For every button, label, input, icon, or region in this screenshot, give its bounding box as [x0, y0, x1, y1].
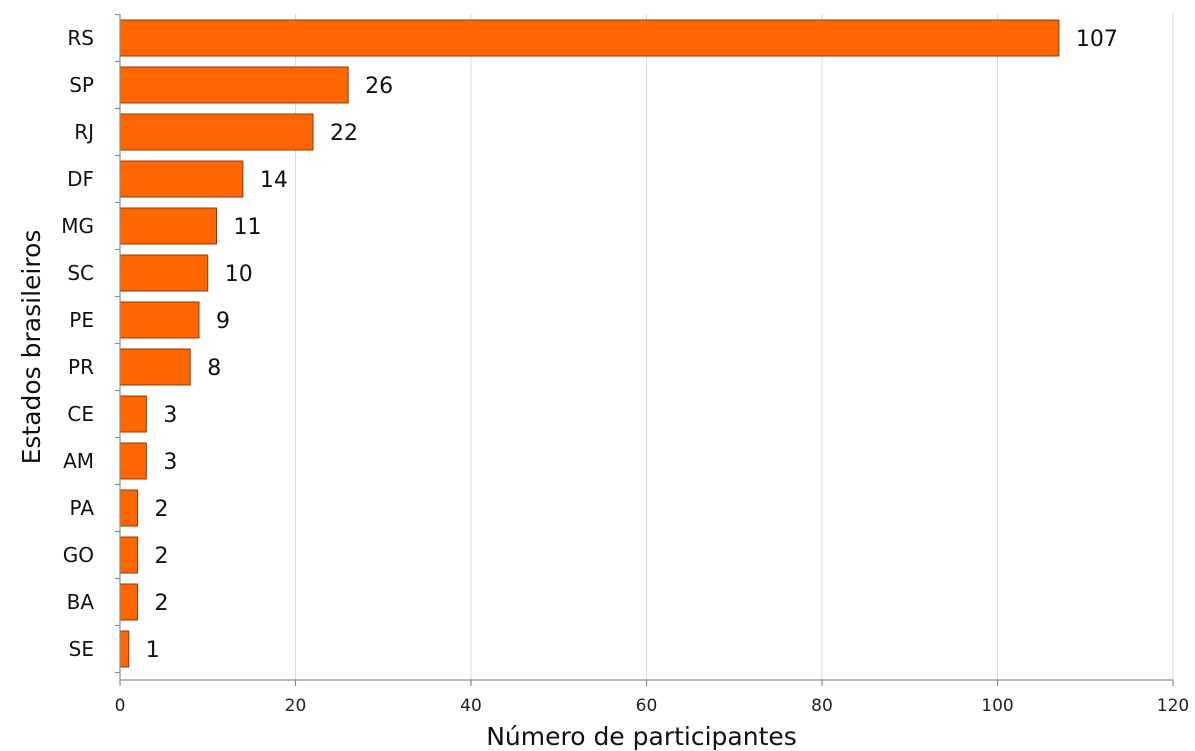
bar-df [119, 160, 244, 198]
bar-ba [119, 583, 139, 621]
category-label: SP [69, 73, 94, 97]
category-label: PE [69, 308, 94, 332]
category-label: SC [67, 261, 94, 285]
category-label: BA [67, 590, 95, 614]
data-label: 3 [163, 450, 177, 475]
x-tick-label: 80 [811, 696, 833, 716]
category-label: CE [67, 402, 94, 426]
bar-rs [119, 19, 1060, 57]
data-label: 107 [1076, 27, 1118, 52]
bar-se [119, 630, 130, 668]
data-label: 1 [146, 638, 160, 663]
category-label: DF [67, 167, 94, 191]
category-label: AM [63, 449, 94, 473]
category-label: RS [67, 26, 94, 50]
data-label: 2 [155, 591, 169, 616]
data-label: 8 [207, 356, 221, 381]
category-label: PA [70, 496, 95, 520]
category-label: SE [69, 637, 94, 661]
bar-rj [119, 113, 314, 151]
data-label: 22 [330, 121, 358, 146]
data-label: 2 [155, 497, 169, 522]
x-tick-label: 20 [285, 696, 307, 716]
bar-pe [119, 301, 200, 339]
bar-pa [119, 489, 139, 527]
x-tick-label: 120 [1157, 696, 1189, 716]
data-label: 9 [216, 309, 230, 334]
bars [119, 19, 1060, 668]
data-label: 26 [365, 74, 393, 99]
y-axis-category-labels: RS SP RJ DF MG SC PE PR CE AM PA GO BA SE [61, 13, 120, 674]
bar-ce [119, 395, 147, 433]
category-label: RJ [74, 120, 94, 144]
data-label: 2 [155, 544, 169, 569]
data-label: 3 [163, 403, 177, 428]
x-axis-title: Número de participantes [486, 722, 797, 751]
bar-go [119, 536, 139, 574]
bar-mg [119, 207, 218, 245]
x-tick-label: 100 [981, 696, 1013, 716]
category-label: PR [68, 355, 94, 379]
bar-sc [119, 254, 209, 292]
data-label: 14 [260, 168, 288, 193]
category-label: MG [61, 214, 94, 238]
bar-am [119, 442, 147, 480]
x-axis-ticks: 0 20 40 60 80 100 120 [115, 680, 1189, 716]
x-tick-label: 40 [460, 696, 482, 716]
data-label: 11 [234, 215, 262, 240]
x-tick-label: 60 [636, 696, 658, 716]
category-label: GO [63, 543, 94, 567]
bar-pr [119, 348, 191, 386]
gridlines [295, 14, 1174, 680]
data-label: 10 [225, 262, 253, 287]
x-tick-label: 0 [115, 696, 126, 716]
y-axis-title: Estados brasileiros [17, 230, 46, 465]
bar-sp [119, 66, 349, 104]
